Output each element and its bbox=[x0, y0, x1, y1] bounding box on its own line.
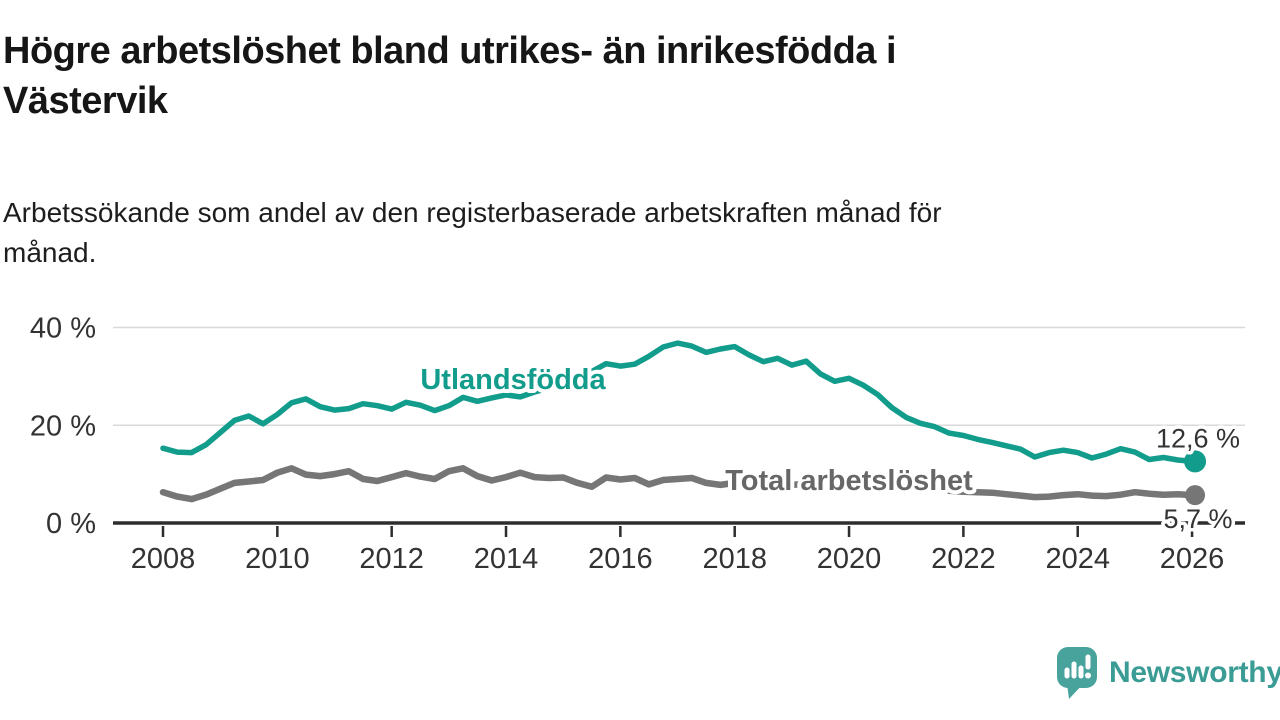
series-line-total-arbetsloshet bbox=[159, 465, 1196, 503]
y-tick-label-20: 20 % bbox=[30, 410, 96, 442]
newsworthy-brand: Newsworthy bbox=[1056, 646, 1280, 700]
x-tick-label-2008: 2008 bbox=[131, 543, 196, 575]
end-value-label-utlandsfodda: 12,6 % bbox=[1156, 423, 1240, 453]
x-tick-label-2014: 2014 bbox=[474, 543, 539, 575]
x-tick-label-2010: 2010 bbox=[245, 543, 310, 575]
y-tick-label-0: 0 % bbox=[46, 508, 96, 540]
logo-bar-1 bbox=[1064, 667, 1070, 679]
end-value-label-total-arbetsloshet: 5,7 % bbox=[1163, 504, 1232, 534]
newsworthy-logo-text: Newsworthy bbox=[1109, 656, 1280, 689]
end-dot-total-arbetsloshet bbox=[1185, 485, 1206, 506]
logo-exclamation-dot bbox=[1085, 672, 1091, 679]
end-dot-utlandsfodda bbox=[1184, 450, 1207, 473]
title-line-2: Västervik bbox=[3, 80, 168, 122]
x-tick-label-2024: 2024 bbox=[1045, 543, 1110, 575]
y-tick-label-40: 40 % bbox=[30, 313, 96, 345]
x-tick-label-2020: 2020 bbox=[817, 543, 882, 575]
series-line-utlandsfodda bbox=[160, 340, 1195, 465]
x-tick-label-2018: 2018 bbox=[702, 543, 767, 575]
x-tick-label-2016: 2016 bbox=[588, 543, 653, 575]
series-label-utlandsfodda: Utlandsfödda bbox=[420, 364, 606, 396]
series-label-total-arbetsloshet: Total arbetslöshet bbox=[725, 465, 973, 497]
logo-bar-2 bbox=[1071, 661, 1077, 679]
chart-title: Högre arbetslöshet bland utrikes- än inr… bbox=[3, 26, 897, 126]
chart-subtitle: Arbetssökande som andel av den registerb… bbox=[3, 193, 942, 273]
newsworthy-logo-icon bbox=[1057, 647, 1097, 699]
x-tick-label-2026: 2026 bbox=[1160, 543, 1225, 575]
subtitle-line-1: Arbetssökande som andel av den registerb… bbox=[3, 197, 942, 228]
logo-exclamation-bar bbox=[1085, 654, 1091, 670]
title-line-1: Högre arbetslöshet bland utrikes- än inr… bbox=[3, 30, 897, 72]
x-tick-label-2022: 2022 bbox=[931, 543, 996, 575]
x-tick-label-2012: 2012 bbox=[359, 543, 424, 575]
logo-bar-3 bbox=[1078, 665, 1084, 679]
subtitle-line-2: månad. bbox=[3, 237, 97, 268]
